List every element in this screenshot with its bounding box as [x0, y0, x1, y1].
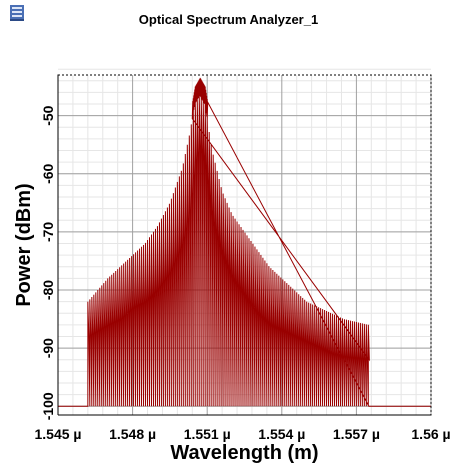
- x-tick-labels: 1.545 µ 1.548 µ 1.551 µ 1.554 µ 1.557 µ 1.56 …: [35, 426, 451, 442]
- x-tick-label: 1.56 µ: [411, 426, 450, 442]
- y-tick-label: -60: [40, 163, 56, 183]
- y-tick-label: -70: [40, 222, 56, 242]
- window-title: Optical Spectrum Analyzer_1: [138, 12, 319, 27]
- osa-app-icon: [10, 5, 24, 21]
- y-tick-label: -100: [40, 392, 56, 420]
- y-tick-label: -80: [40, 280, 56, 300]
- x-tick-label: 1.545 µ: [35, 426, 82, 442]
- x-tick-label: 1.551 µ: [184, 426, 231, 442]
- y-tick-label: -90: [40, 338, 56, 358]
- y-tick-label: -50: [40, 105, 56, 125]
- x-tick-label: 1.548 µ: [109, 426, 156, 442]
- x-tick-label: 1.554 µ: [258, 426, 305, 442]
- spectrum-trace: [58, 77, 431, 407]
- spectrum-line: [58, 77, 431, 407]
- y-axis-title: Power (dBm): [13, 183, 35, 306]
- x-axis-title: Wavelength (m): [170, 442, 318, 464]
- y-tick-labels: -50 -60 -70 -80 -90 -100: [40, 105, 56, 420]
- x-tick-label: 1.557 µ: [333, 426, 380, 442]
